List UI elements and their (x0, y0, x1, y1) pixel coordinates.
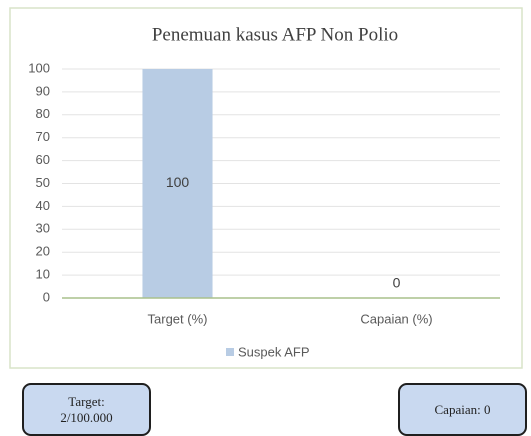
target-box: Target: 2/100.000 (22, 383, 151, 436)
capaian-box: Capaian: 0 (398, 383, 527, 436)
legend-label: Suspek AFP (238, 344, 310, 359)
y-tick-label: 40 (36, 198, 50, 213)
chart-title: Penemuan kasus AFP Non Polio (152, 24, 398, 45)
chart-frame (9, 7, 523, 369)
x-tick-label: Target (%) (148, 311, 208, 326)
legend-swatch (226, 348, 234, 356)
y-tick-label: 50 (36, 175, 50, 190)
y-tick-label: 30 (36, 221, 50, 236)
y-tick-label: 90 (36, 83, 50, 98)
y-tick-label: 20 (36, 244, 50, 259)
y-tick-label: 80 (36, 106, 50, 121)
y-tick-label: 10 (36, 267, 50, 282)
y-tick-label: 100 (28, 60, 50, 75)
y-tick-label: 70 (36, 129, 50, 144)
data-label: 100 (166, 174, 190, 190)
y-tick-label: 0 (43, 289, 50, 304)
x-tick-label: Capaian (%) (360, 311, 432, 326)
data-label: 0 (393, 275, 401, 291)
capaian-text: Capaian: 0 (434, 401, 491, 417)
target-value: 2/100.000 (60, 409, 113, 425)
chart: Penemuan kasus AFP Non Polio 0 10 20 30 40 50… (9, 7, 523, 369)
y-tick-label: 60 (36, 152, 50, 167)
target-label: Target: (68, 393, 105, 409)
bar (142, 69, 213, 298)
